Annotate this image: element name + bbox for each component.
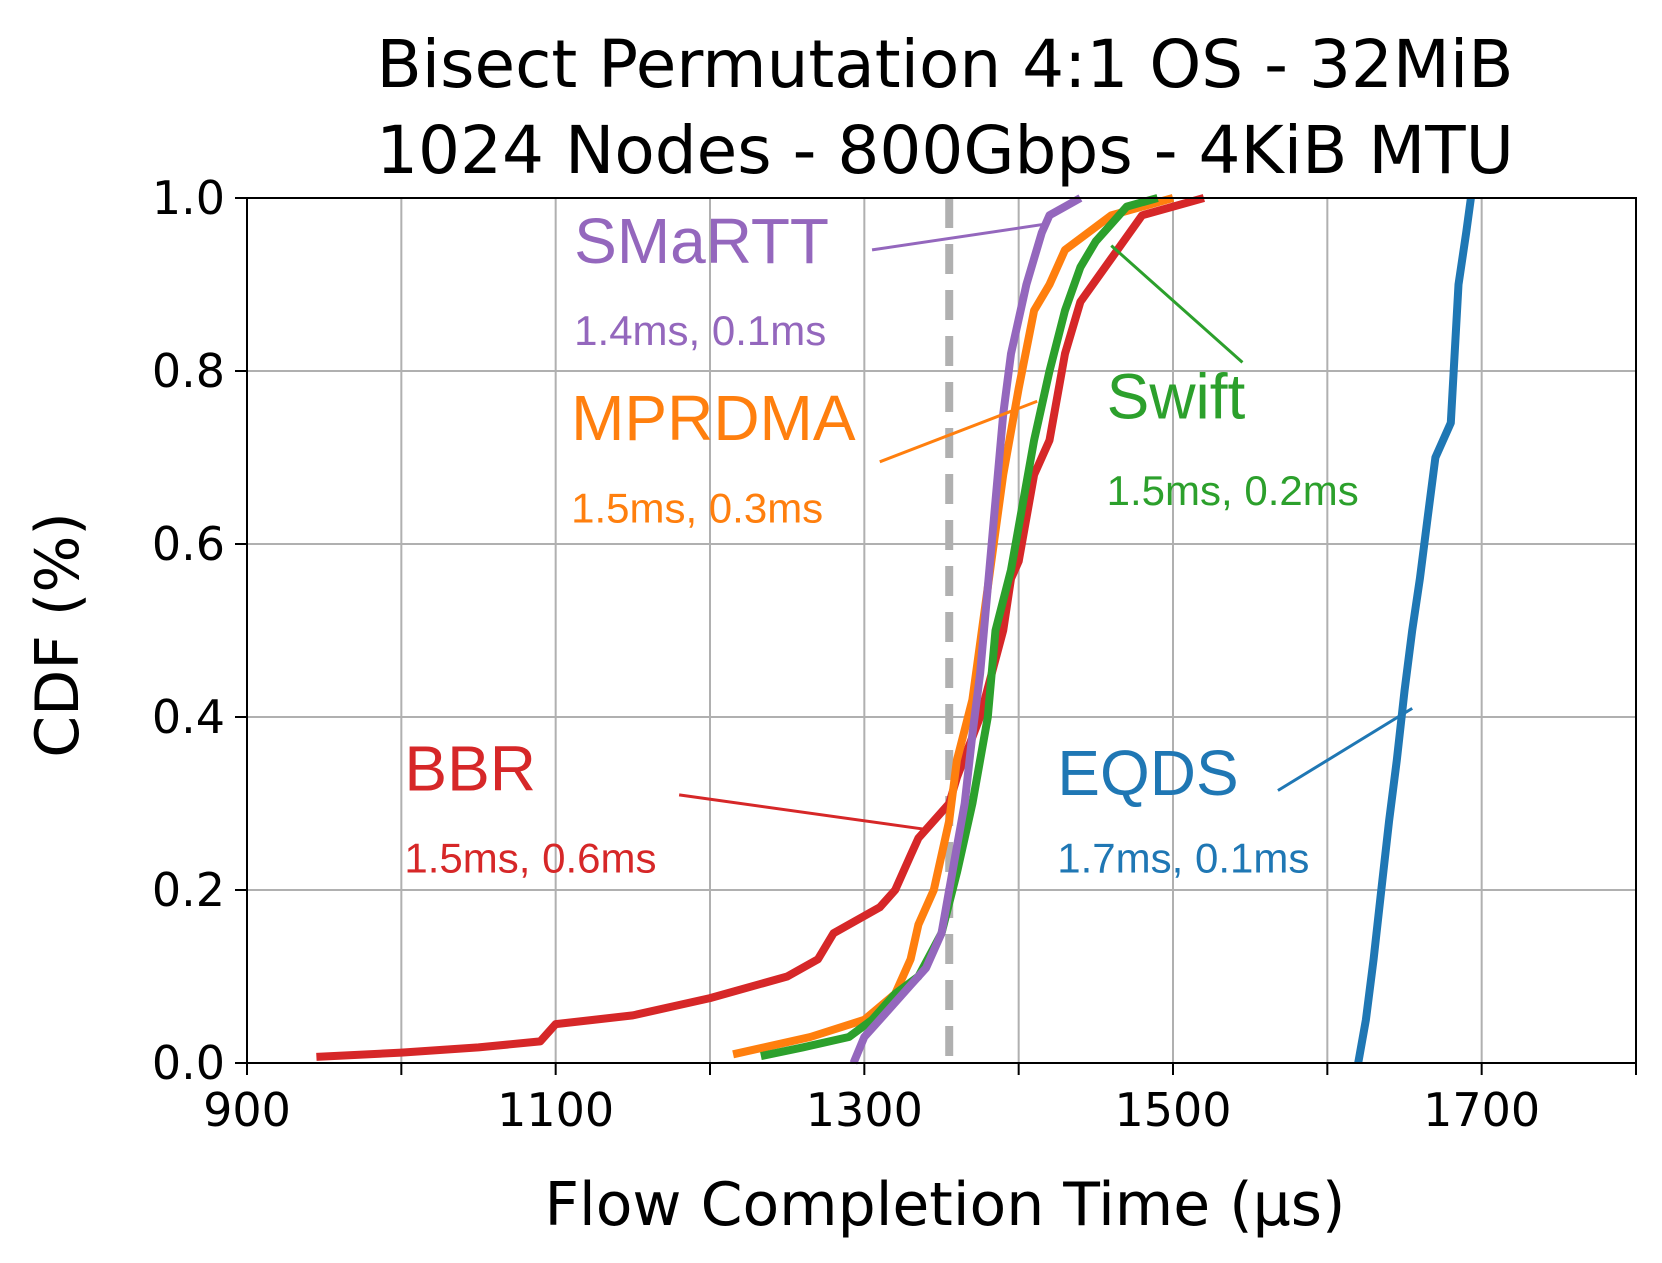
- series-lines: [316, 194, 1475, 1065]
- x-tick-label: 1100: [497, 1083, 614, 1137]
- x-axis-ticks: 900 1100 1300 1500 1700: [203, 1063, 1637, 1137]
- y-tick-label: 0.2: [152, 863, 225, 917]
- y-axis-ticks: 0.0 0.2 0.4 0.6 0.8 1.0: [152, 171, 247, 1090]
- annotation-label-swift: Swift: [1107, 361, 1246, 433]
- annotation-stats-swift: 1.5ms, 0.2ms: [1107, 467, 1359, 514]
- series-line-swift: [760, 194, 1159, 1061]
- annotation-label-eqds: EQDS: [1057, 737, 1238, 809]
- x-tick-label: 1700: [1423, 1083, 1540, 1137]
- annotation-pointer-smartt: [871, 222, 1047, 252]
- y-tick-label: 0.8: [152, 344, 225, 398]
- annotation-pointer-bbr: [678, 793, 927, 831]
- chart-title: Bisect Permutation 4:1 OS - 32MiB 1024 N…: [376, 26, 1514, 189]
- x-axis-label: Flow Completion Time (µs): [545, 1170, 1346, 1240]
- annotation-label-smartt: SMaRTT: [574, 205, 829, 277]
- annotation-label-bbr: BBR: [404, 733, 536, 805]
- plot-frame: [246, 197, 1637, 1064]
- annotation-pointer-swift: [1110, 244, 1244, 364]
- y-tick-label: 0.0: [152, 1036, 225, 1090]
- y-tick-label: 0.4: [152, 690, 225, 744]
- y-tick-label: 0.6: [152, 517, 225, 571]
- chart-title-line-1: Bisect Permutation 4:1 OS - 32MiB: [377, 26, 1514, 103]
- annotation-stats-mprdma: 1.5ms, 0.3ms: [571, 484, 823, 531]
- annotation-stats-eqds: 1.7ms, 0.1ms: [1057, 835, 1309, 882]
- x-tick-label: 1300: [806, 1083, 923, 1137]
- x-tick-label: 900: [203, 1083, 291, 1137]
- annotation-pointer-eqds: [1277, 707, 1413, 792]
- annotation-stats-bbr: 1.5ms, 0.6ms: [404, 835, 656, 882]
- series-line-smartt: [849, 194, 1083, 1065]
- annotation-stats-smartt: 1.4ms, 0.1ms: [574, 307, 826, 354]
- annotation-label-mprdma: MPRDMA: [571, 382, 856, 454]
- y-tick-label: 1.0: [152, 171, 225, 225]
- chart-title-line-2: 1024 Nodes - 800Gbps - 4KiB MTU: [376, 112, 1514, 189]
- annotation-pointer-mprdma: [879, 399, 1038, 464]
- annotations: SMaRTT 1.4ms, 0.1ms MPRDMA 1.5ms, 0.3ms Swif…: [404, 205, 1413, 882]
- series-line-bbr: [316, 194, 1205, 1061]
- series-line-mprdma: [732, 194, 1175, 1059]
- x-tick-label: 1500: [1114, 1083, 1231, 1137]
- series-line-eqds: [1354, 197, 1475, 1064]
- y-axis-label: CDF (%): [23, 512, 93, 758]
